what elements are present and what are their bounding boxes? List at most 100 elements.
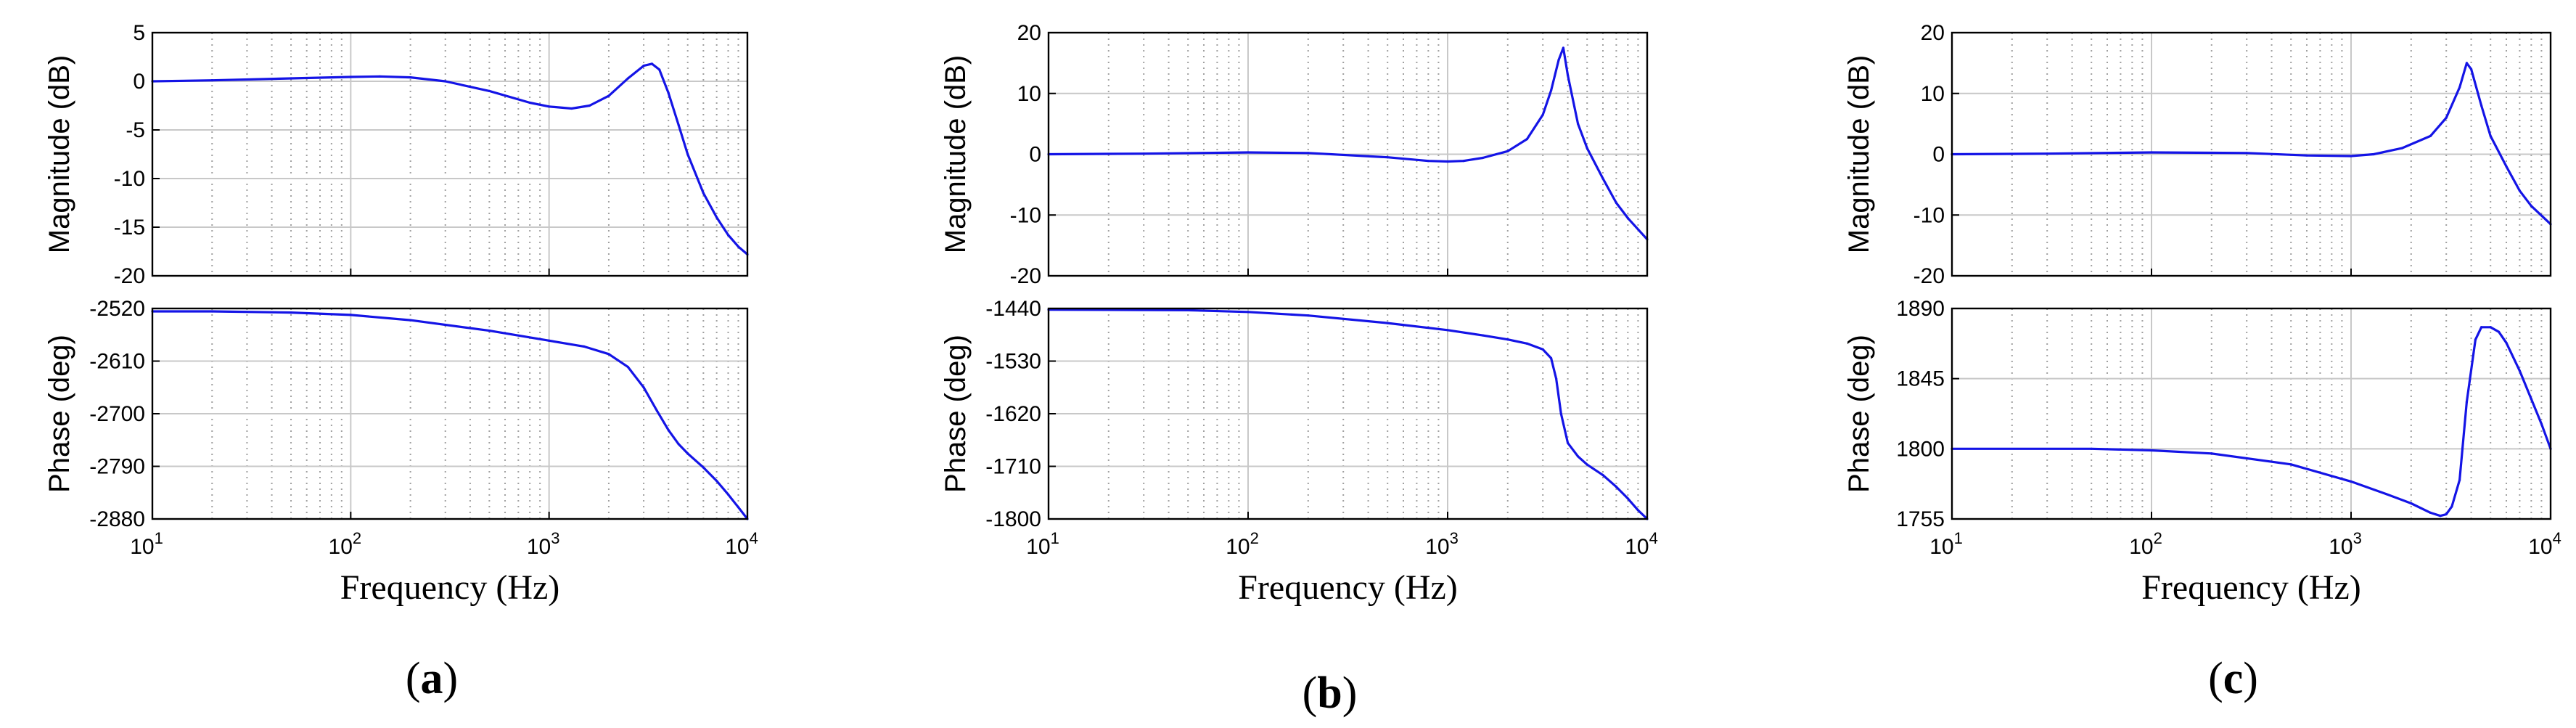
magnitude-a-point xyxy=(488,89,491,92)
magnitude-a-point xyxy=(667,91,670,94)
xlabel-b: Frequency (Hz) xyxy=(1238,568,1458,607)
magnitude-c-point xyxy=(2469,68,2473,70)
magnitude-c-ytick-label: -10 xyxy=(1913,203,1945,227)
magnitude-b-ytick-label: -10 xyxy=(1010,203,1041,227)
magnitude-a-point xyxy=(702,192,705,195)
magnitude-c-axes: 20 10 0 -10 -20 Magnitude (dB) xyxy=(1843,21,2552,288)
bode-panel-b: 20 10 0 -10 -20 Magnitude (dB) -1440 -1530 -1620… xyxy=(940,21,1658,718)
phase-b-point xyxy=(1636,509,1640,512)
magnitude-b-axes: 20 10 0 -10 -20 Magnitude (dB) xyxy=(940,21,1649,288)
phase-a-ytick-label: -2700 xyxy=(89,402,145,426)
magnitude-c-ytick-label: 20 xyxy=(1921,21,1945,45)
magnitude-a-frame xyxy=(151,31,749,277)
magnitude-a-plot-area xyxy=(152,33,747,276)
panel-caption-a: (a) xyxy=(406,654,458,703)
phase-c-point xyxy=(2458,478,2461,481)
magnitude-c-point xyxy=(2350,155,2353,158)
phase-c-point xyxy=(2289,463,2292,466)
phase-b-ytick-label: -1530 xyxy=(985,350,1041,374)
magnitude-a-point xyxy=(726,234,730,237)
phase-a-point xyxy=(737,506,740,509)
magnitude-a-point xyxy=(210,79,213,82)
magnitude-a-point xyxy=(650,62,653,65)
magnitude-c-point xyxy=(2505,165,2508,168)
phase-b-point xyxy=(1577,455,1580,458)
phase-b-ytick-label: -1440 xyxy=(985,297,1041,321)
magnitude-c-point xyxy=(2400,147,2403,150)
magnitude-a-point xyxy=(677,123,680,126)
magnitude-c-point xyxy=(2518,189,2522,192)
phase-b-point xyxy=(1626,497,1629,500)
xtick-label-c: 104 xyxy=(2528,529,2561,559)
xtick-label-a: 101 xyxy=(130,529,163,559)
phase-c-point xyxy=(2505,341,2508,344)
phase-c-point xyxy=(2480,326,2483,329)
magnitude-c-point xyxy=(2465,62,2469,65)
magnitude-a-ytick-label: -5 xyxy=(126,118,145,142)
magnitude-b-point xyxy=(1525,137,1529,141)
phase-c-point xyxy=(2150,449,2153,452)
xtick-label-b: 102 xyxy=(1226,529,1259,559)
magnitude-a-point xyxy=(349,75,352,78)
magnitude-b-point xyxy=(1247,151,1250,154)
phase-a-point xyxy=(677,443,680,446)
phase-c-plot-area xyxy=(1952,308,2551,519)
phase-a-ylabel: Phase (deg) xyxy=(44,335,75,493)
magnitude-b-trace xyxy=(1048,46,1649,240)
xlabel-c: Frequency (Hz) xyxy=(2141,568,2361,607)
phase-b-point xyxy=(1541,348,1544,351)
phase-a-point xyxy=(686,452,689,455)
xtick-label-c: 103 xyxy=(2329,529,2362,559)
phase-b-point xyxy=(1559,412,1562,415)
magnitude-c-ylabel: Magnitude (dB) xyxy=(1843,55,1875,253)
magnitude-c-point xyxy=(2480,104,2483,107)
phase-b-point xyxy=(1506,338,1509,341)
phase-a-point xyxy=(667,428,670,432)
phase-b-point xyxy=(1615,486,1618,488)
magnitude-b-ylabel: Magnitude (dB) xyxy=(940,55,972,253)
phase-b-ylabel: Phase (deg) xyxy=(940,335,972,493)
phase-a-point xyxy=(290,311,292,314)
xtick-label-a: 103 xyxy=(527,529,560,559)
magnitude-c-point xyxy=(2458,86,2461,89)
magnitude-a-point xyxy=(290,77,292,80)
phase-c-point xyxy=(2450,505,2453,508)
xtick-label-a: 104 xyxy=(725,529,758,559)
phase-c-point xyxy=(2439,515,2442,518)
magnitude-b-point xyxy=(1626,216,1629,220)
xtick-label-c: 102 xyxy=(2129,529,2162,559)
magnitude-b-point xyxy=(1541,113,1544,116)
phase-b-point xyxy=(1549,356,1553,360)
magnitude-a-ytick-label: 5 xyxy=(133,21,145,45)
magnitude-b-point xyxy=(1549,89,1553,92)
magnitude-b-point xyxy=(1586,147,1588,150)
phase-a-point xyxy=(702,466,705,469)
magnitude-b-point xyxy=(1427,160,1429,163)
phase-a-point xyxy=(409,319,412,322)
phase-b-point xyxy=(1601,473,1604,477)
magnitude-a-point xyxy=(588,104,591,107)
phase-b-ytick-label: -1710 xyxy=(985,455,1041,479)
magnitude-a-point xyxy=(528,101,531,105)
magnitude-c-point xyxy=(2150,151,2153,154)
phase-b-ytick-label: -1800 xyxy=(985,507,1041,531)
magnitude-c-point xyxy=(2445,116,2448,119)
magnitude-a-point xyxy=(409,76,412,79)
magnitude-b-point xyxy=(1142,152,1145,155)
phase-b-point xyxy=(1481,334,1485,337)
magnitude-c-ytick-label: 0 xyxy=(1932,143,1945,167)
magnitude-a-axes: 5 0 -5 -10 -15 -20 Magnitude (dB) xyxy=(44,21,749,288)
magnitude-b-frame xyxy=(1047,31,1649,277)
phase-a-point xyxy=(715,480,718,483)
phase-b-point xyxy=(1307,314,1310,317)
phase-b-axes: -1440 -1530 -1620 -1710 -1800 Phase (deg) xyxy=(940,297,1649,531)
magnitude-b-ytick-label: 0 xyxy=(1029,143,1041,167)
phase-c-point xyxy=(2429,511,2432,515)
phase-a-ytick-label: -2520 xyxy=(89,297,145,321)
phase-c-point xyxy=(2497,330,2501,333)
phase-c-ytick-label: 1890 xyxy=(1896,297,1945,321)
magnitude-b-point xyxy=(1307,152,1310,155)
phase-b-frame xyxy=(1047,307,1649,520)
magnitude-b-ytick-label: 20 xyxy=(1017,21,1041,45)
